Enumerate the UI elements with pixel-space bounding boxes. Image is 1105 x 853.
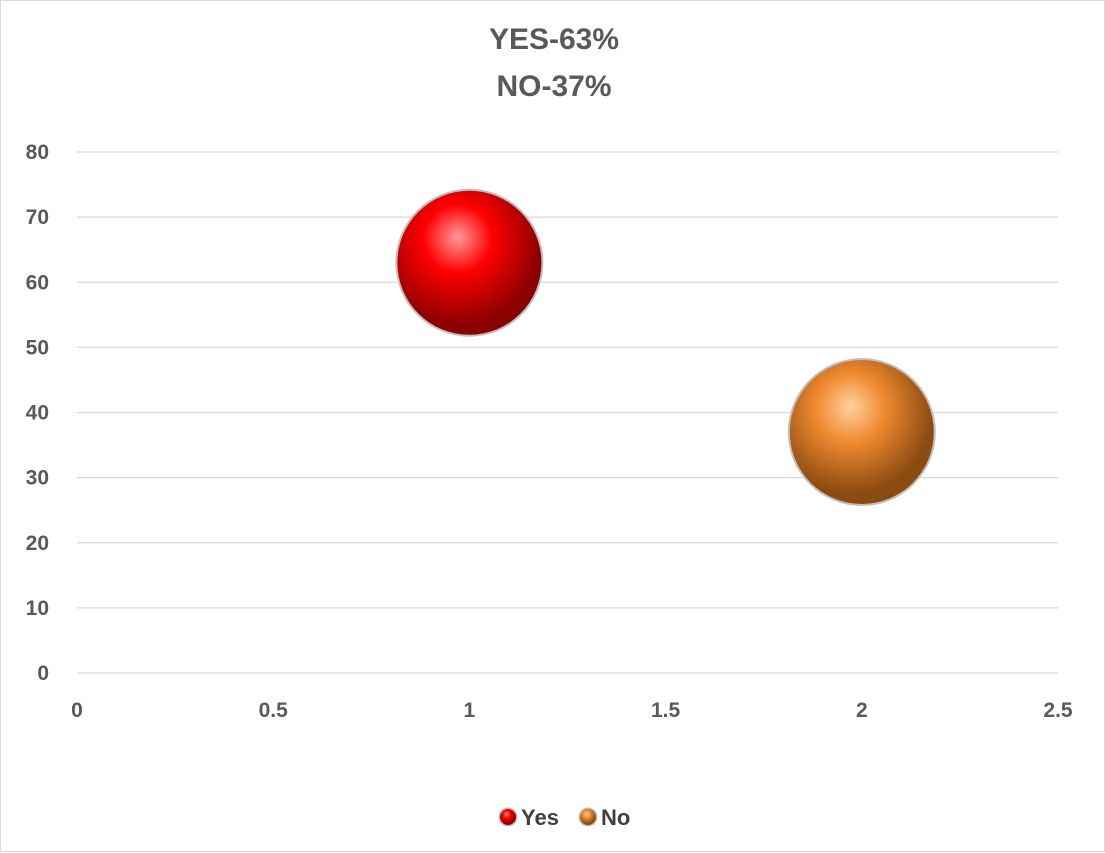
data-point-yes (397, 190, 542, 335)
x-tick-label: 1.5 (651, 699, 681, 722)
legend-label-yes: Yes (521, 805, 559, 830)
x-tick-label: 0.5 (259, 699, 289, 722)
x-tick-label: 1 (464, 699, 476, 722)
chart-title-line-1: YES-63% (489, 23, 619, 56)
x-axis-ticks: 0 0.5 1 1.5 2 2.5 (71, 699, 1073, 722)
y-tick-label: 60 (26, 271, 49, 294)
x-tick-label: 2 (856, 699, 868, 722)
y-tick-label: 80 (26, 141, 49, 164)
legend-marker-no (580, 809, 596, 825)
legend-marker-yes (500, 809, 516, 825)
y-axis-ticks: 0 10 20 30 40 50 60 70 80 (26, 141, 49, 685)
y-tick-label: 10 (26, 597, 49, 620)
data-points (395, 188, 936, 507)
x-tick-label: 2.5 (1043, 699, 1073, 722)
y-tick-label: 70 (26, 206, 49, 229)
x-tick-label: 0 (71, 699, 83, 722)
chart-title-line-2: NO-37% (496, 70, 611, 103)
legend-label-no: No (601, 805, 630, 830)
gridlines (77, 151, 1058, 674)
y-tick-label: 30 (26, 467, 49, 490)
data-point-no (789, 360, 934, 505)
y-tick-label: 40 (26, 402, 49, 425)
y-tick-label: 50 (26, 336, 49, 359)
legend: Yes No (498, 805, 630, 830)
y-tick-label: 20 (26, 532, 49, 555)
y-tick-label: 0 (37, 662, 49, 685)
